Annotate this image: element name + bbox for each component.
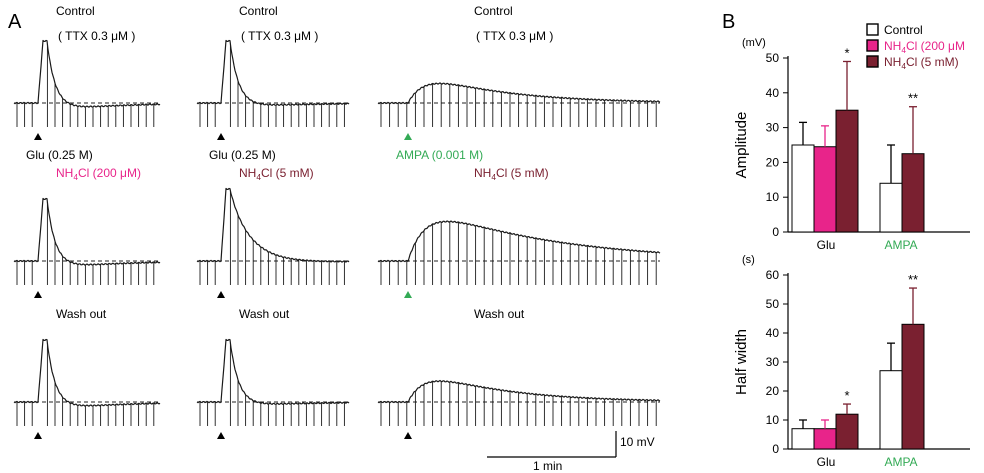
trace-label: Control xyxy=(239,4,278,18)
legend-swatch xyxy=(867,40,878,51)
trace-label: NH4Cl (200 μM) xyxy=(56,166,141,182)
trace-sublabel: ( TTX 0.3 μM ) xyxy=(476,29,553,43)
significance-label: * xyxy=(844,45,849,60)
bar-chart-1: 0 10 20 30 40 50(mV) Amplitude * Glu ** AMPA xyxy=(733,37,970,252)
membrane-trace xyxy=(14,199,160,266)
y-tick-label: 20 xyxy=(766,384,780,398)
y-tick-label: 0 xyxy=(772,442,779,456)
trace-r2-c2: NH4Cl (5 mM) xyxy=(197,166,349,298)
membrane-trace xyxy=(197,189,349,263)
trace-label: Wash out xyxy=(56,307,107,321)
y-unit: (mV) xyxy=(742,37,766,49)
bar-ampa-s1 xyxy=(880,183,902,232)
trace-r2-c3: NH4Cl (5 mM) xyxy=(378,166,660,298)
trace-panel: Control( TTX 0.3 μM )Glu (0.25 M)Control… xyxy=(14,4,660,439)
bar-charts: 01020304050(mV)Amplitude*Glu**AMPA010203… xyxy=(733,37,970,469)
significance-label: ** xyxy=(908,91,918,106)
scale-bar: 1 min 10 mV xyxy=(487,431,655,473)
y-tick-label: 40 xyxy=(766,86,780,100)
trace-sublabel: ( TTX 0.3 μM ) xyxy=(241,29,318,43)
stimulus-arrow-icon xyxy=(217,432,225,439)
bar-ampa-s1 xyxy=(880,371,902,449)
y-tick-label: 60 xyxy=(766,268,780,282)
trace-r3-c2: Wash out xyxy=(197,307,349,439)
y-tick-label: 0 xyxy=(772,225,779,239)
bar-ampa-s3 xyxy=(902,154,924,232)
trace-r1-c1: Control ( TTX 0.3 μM ) Glu (0.25 M) xyxy=(14,4,160,162)
y-tick-label: 10 xyxy=(766,413,780,427)
trace-r3-c1: Wash out xyxy=(14,307,160,439)
trace-label: NH4Cl (5 mM) xyxy=(239,166,314,182)
stimulus-label: Glu (0.25 M) xyxy=(209,148,276,162)
stimulus-arrow-icon xyxy=(217,291,225,298)
significance-label: * xyxy=(844,388,849,403)
trace-label: Control xyxy=(56,4,95,18)
legend-swatch xyxy=(867,24,878,35)
category-label: Glu xyxy=(817,455,836,469)
panel-b-letter: B xyxy=(722,11,735,33)
trace-label: Control xyxy=(474,4,513,18)
stimulus-arrow-icon xyxy=(34,133,42,140)
time-scale-label: 1 min xyxy=(533,459,562,473)
trace-label: NH4Cl (5 mM) xyxy=(474,166,549,182)
bar-glu-s2 xyxy=(814,147,836,232)
y-tick-label: 50 xyxy=(766,51,780,65)
category-label: AMPA xyxy=(884,455,917,469)
y-tick-label: 10 xyxy=(766,190,780,204)
voltage-scale-label: 10 mV xyxy=(620,435,655,449)
membrane-trace xyxy=(14,41,160,108)
bar-ampa-s3 xyxy=(902,324,924,449)
trace-r1-c2: Control ( TTX 0.3 μM ) Glu (0.25 M) xyxy=(197,4,349,162)
y-unit: (s) xyxy=(742,254,755,266)
y-axis-label: Half width xyxy=(733,329,750,395)
stimulus-arrow-icon xyxy=(34,432,42,439)
bar-glu-s1 xyxy=(792,145,814,232)
stimulus-arrow-icon xyxy=(217,133,225,140)
y-tick-label: 30 xyxy=(766,355,780,369)
y-tick-label: 40 xyxy=(766,326,780,340)
legend-entry: NH4Cl (200 μM xyxy=(884,39,965,55)
y-axis-label: Amplitude xyxy=(733,112,750,179)
bar-glu-s3 xyxy=(836,414,858,449)
legend-entry: NH4Cl (5 mM) xyxy=(884,55,959,71)
bar-glu-s3 xyxy=(836,110,858,232)
category-label: Glu xyxy=(817,238,836,252)
trace-label: Wash out xyxy=(239,307,290,321)
legend-swatch xyxy=(867,56,878,67)
stimulus-label: AMPA (0.001 M) xyxy=(396,148,483,162)
stimulus-label: Glu (0.25 M) xyxy=(26,148,93,162)
bar-chart-2: 0 10 20 30 40 50 60 (s) Half width * Glu ** AMPA xyxy=(733,254,970,469)
stimulus-arrow-icon xyxy=(404,133,412,140)
membrane-trace xyxy=(14,340,160,407)
trace-r1-c3: Control ( TTX 0.3 μM ) AMPA (0.001 M) xyxy=(378,4,660,162)
stimulus-arrow-icon xyxy=(404,291,412,298)
significance-label: ** xyxy=(908,272,918,287)
bar-glu-s1 xyxy=(792,429,814,449)
stimulus-arrow-icon xyxy=(34,291,42,298)
y-tick-label: 50 xyxy=(766,297,780,311)
trace-r3-c3: Wash out xyxy=(378,307,660,439)
legend-entry: Control xyxy=(884,23,923,37)
bar-glu-s2 xyxy=(814,429,836,449)
membrane-trace xyxy=(197,340,349,405)
trace-sublabel: ( TTX 0.3 μM ) xyxy=(58,29,135,43)
trace-r2-c1: NH4Cl (200 μM) xyxy=(14,166,160,298)
membrane-trace xyxy=(197,41,349,106)
trace-label: Wash out xyxy=(474,307,525,321)
category-label: AMPA xyxy=(884,238,917,252)
panel-a-letter: A xyxy=(8,11,22,33)
y-tick-label: 20 xyxy=(766,155,780,169)
stimulus-arrow-icon xyxy=(404,432,412,439)
y-tick-label: 30 xyxy=(766,121,780,135)
